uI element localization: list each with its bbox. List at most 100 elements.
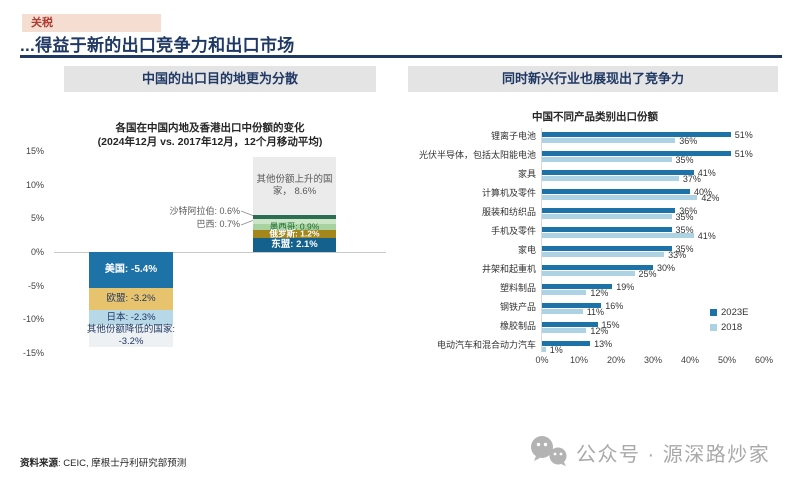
x-axis-tick: 20% [606,355,625,365]
bar-segment-label: 东盟: 2.1% [271,238,318,250]
category-label: 钢铁产品 [499,302,536,312]
left-panel-header: 中国的出口目的地更为分散 [64,66,376,92]
value-label-2023e: 51% [734,149,753,159]
bar-2018 [542,233,694,238]
stack-segment-increasing: 墨西哥: 0.9% [253,221,336,231]
watermark: 公众号 · 源深路炒家 [528,434,790,470]
bar-segment-label: 俄罗斯: 1.2% [269,228,320,239]
value-label-2018: 37% [682,174,701,184]
category-label: 光伏半导体，包括太阳能电池 [418,150,536,160]
stack-segment-decreasing: 日本: -2.3% [89,309,173,326]
source-text: : CEIC, 摩根士丹利研究部预测 [58,458,187,469]
x-axis-tick: 0% [535,355,549,365]
y-axis-tick: -15% [22,347,44,358]
value-label-2018: 11% [586,307,605,317]
watermark-text: 公众号 · 源深路炒家 [576,444,771,466]
value-label-2018: 36% [679,136,698,146]
value-label-2018: 12% [590,326,609,336]
value-label-2023e: 40% [694,187,713,197]
bar-2023e [542,227,672,232]
x-axis-tick: 30% [643,355,662,365]
bar-2018 [542,290,587,295]
bar-2018 [542,252,665,257]
x-axis-tick: 40% [680,355,699,365]
category-label: 锂离子电池 [490,131,536,141]
page-title: ...得益于新的出口竞争力和出口市场 [20,36,295,55]
value-label-2018: 35% [675,212,694,222]
left-chart-title-line1: 各国在中国内地及香港出口中份额的变化 [115,122,305,134]
value-label-2018: 12% [590,288,609,298]
legend-swatch-2023e [710,308,717,316]
left-chart-title-line2: (2024年12月 vs. 2017年12月，12个月移动平均) [97,135,323,148]
bar-2023e [542,303,602,308]
x-axis-tick: 60% [754,355,773,365]
legend-swatch-2018 [710,323,717,331]
x-axis-baseline [541,128,542,352]
right-panel-header: 同时新兴行业也展现出了竞争力 [408,66,778,92]
right-chart-title: 中国不同产品类别出口份额 [532,111,658,123]
stack-segment-decreasing: 欧盟: -3.2% [89,288,173,310]
value-label-2023e: 30% [657,263,676,273]
category-label: 家具 [517,169,536,179]
bar-2018 [542,347,546,352]
bar-2023e [542,208,676,213]
category-label: 塑料制品 [499,283,536,293]
value-label-2018: 42% [701,193,720,203]
y-axis-tick: 5% [30,213,44,224]
stack-segment-increasing [253,219,336,224]
value-label-2018: 1% [549,345,563,355]
bar-segment-label: 欧盟: -3.2% [106,293,156,305]
category-label: 计算机及零件 [481,188,536,198]
callout-annotation: 沙特阿拉伯: 0.6% [169,206,240,216]
bar-2023e [542,189,690,194]
stack-segment-increasing: 其他份额上升的国家， 8.6% [253,157,336,216]
legend-item-2023e: 2023E [710,308,748,318]
bar-2018 [542,271,635,276]
value-label-2023e: 16% [605,301,624,311]
value-label-2018: 33% [668,250,687,260]
value-label-2023e: 19% [616,282,635,292]
y-axis-tick: 0% [30,247,44,257]
x-axis-tick: 50% [717,355,736,365]
value-label-2023e: 51% [734,130,753,140]
callout-annotation: 巴西: 0.7% [196,219,240,229]
legend-label-2018: 2018 [721,322,743,333]
bar-2023e [542,341,591,346]
bar-2018 [542,138,676,143]
category-label: 电动汽车和混合动力汽车 [436,340,536,350]
category-label: 井架和起重机 [481,264,536,274]
bar-segment-label: 日本: -2.3% [106,311,156,323]
value-label-2023e: 35% [675,244,694,254]
category-label: 家电 [517,245,536,255]
value-label-2023e: 13% [594,339,613,349]
category-label: 手机及零件 [490,226,536,236]
stack-segment-decreasing: 美国: -5.4% [89,252,173,289]
bar-2023e [542,170,694,175]
x-axis-tick: 10% [569,355,588,365]
bar-segment-label: 其他份额降低的国家: -3.2% [86,324,176,347]
category-label: 服装和纺织品 [481,207,536,217]
bar-2018 [542,214,672,219]
bar-segment-label: 美国: -5.4% [104,263,158,275]
title-underline [20,55,782,58]
value-label-2018: 41% [697,231,716,241]
bar-2018 [542,157,672,162]
category-label: 橡胶制品 [499,321,536,331]
y-axis-tick: 10% [25,179,44,190]
bar-2023e [542,322,598,327]
stack-segment-increasing [253,215,336,220]
bar-2018 [542,328,587,333]
value-label-2023e: 41% [697,168,716,178]
value-label-2018: 25% [638,269,657,279]
wechat-icon [531,436,567,466]
bar-2023e [542,284,613,289]
callout-leader-lines [240,210,255,226]
legend-label-2023e: 2023E [721,307,749,318]
bar-2018 [542,309,583,314]
left-chart-title: 各国在中国内地及香港出口中份额的变化 (2024年12月 vs. 2017年12… [40,122,380,149]
y-axis-tick: 15% [25,146,44,157]
bar-2023e [542,265,653,270]
value-label-2023e: 15% [601,320,620,330]
bar-2023e [542,151,731,156]
